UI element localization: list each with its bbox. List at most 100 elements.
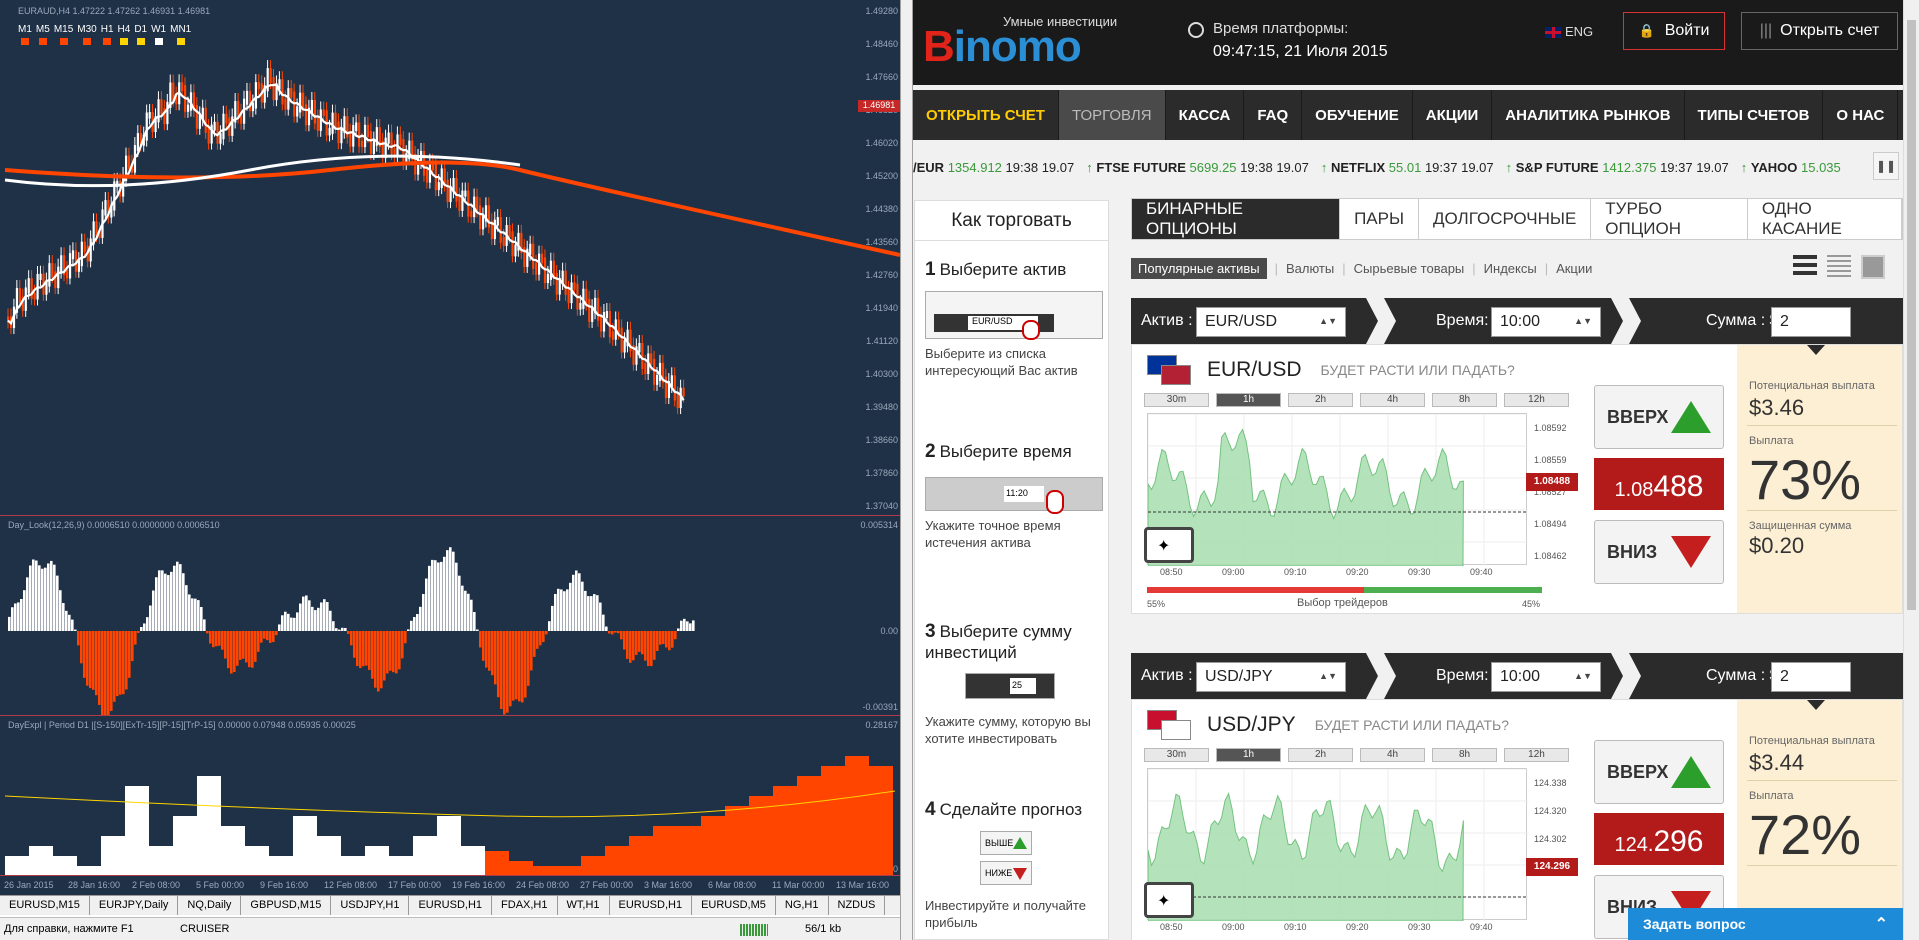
chart-x-label: 09:20 [1346, 567, 1369, 577]
ask-question-chat[interactable]: Задать вопрос ⌃ [1628, 908, 1903, 940]
timeframe-button[interactable]: 30m [1144, 393, 1209, 407]
histogram-bar [533, 631, 536, 657]
symbol-tab[interactable]: EURUSD,M15 [0, 896, 90, 915]
sum-input[interactable]: 2 [1771, 307, 1851, 337]
scrollbar-thumb[interactable] [1907, 20, 1916, 610]
nav-item[interactable]: АКЦИИ [1413, 90, 1493, 140]
nav-item[interactable]: АНАЛИТИКА РЫНКОВ [1492, 90, 1685, 140]
timeframe-button[interactable]: 1h [1216, 748, 1281, 762]
timeframe-button[interactable]: 8h [1432, 393, 1497, 407]
nav-item[interactable]: FAQ [1244, 90, 1303, 140]
auto-trade-button[interactable]: ✦ [1144, 882, 1194, 918]
time-select[interactable]: 10:00 ▲▼ [1491, 307, 1601, 337]
nav-item[interactable]: ТОРГОВЛЯ [1058, 90, 1166, 140]
timeframe-m5: M5 [36, 24, 50, 45]
call-button[interactable]: ВВЕРХ [1594, 385, 1724, 449]
subtab-separator: | [1472, 261, 1476, 276]
asset-mini-chart[interactable] [1147, 413, 1528, 567]
list-view-icon[interactable] [1793, 255, 1817, 279]
timeframe-button[interactable]: 12h [1504, 748, 1569, 762]
grid-view-icon[interactable] [1861, 255, 1885, 279]
histogram-bar [428, 565, 431, 631]
window-splitter[interactable] [900, 0, 913, 940]
subtab-separator: | [1274, 261, 1278, 276]
symbol-tab[interactable]: WT,H1 [558, 896, 610, 915]
asset-category-tab[interactable]: Акции [1556, 261, 1593, 276]
time-select[interactable]: 10:00 ▲▼ [1491, 662, 1601, 692]
candle-body [558, 277, 561, 295]
step-2-desc: Укажите точное время истечения актива [925, 518, 1061, 550]
compact-view-icon[interactable] [1827, 255, 1851, 279]
price-pane[interactable]: EURAUD,H4 1.47222 1.47262 1.46931 1.4698… [0, 0, 900, 515]
put-button[interactable]: ВНИЗ [1594, 520, 1724, 584]
price-chart-area[interactable]: EURAUD,H4 1.47222 1.47262 1.46931 1.4698… [0, 0, 900, 895]
macd-pane[interactable]: Day_Look(12,26,9) 0.0006510 0.0000000 0.… [0, 515, 900, 715]
auto-trade-button[interactable]: ✦ [1144, 527, 1194, 563]
symbol-tab[interactable]: FDAX,H1 [492, 896, 558, 915]
symbol-tab[interactable]: NG,H1 [776, 896, 829, 915]
option-tab[interactable]: ДОЛГОСРОЧНЫЕ [1419, 199, 1592, 239]
histogram-bar [338, 629, 341, 631]
nav-item[interactable]: О НАС [1823, 90, 1899, 140]
asset-category-tab[interactable]: Валюты [1285, 261, 1335, 276]
histogram-bar [221, 631, 224, 650]
timeframe-button[interactable]: 12h [1504, 393, 1569, 407]
candle-body [452, 178, 455, 193]
option-tab[interactable]: ПАРЫ [1340, 199, 1420, 239]
symbol-tab[interactable]: NQ,Daily [178, 896, 242, 915]
symbol-tab[interactable]: EURUSD,H1 [610, 896, 693, 915]
ticker-pause-button[interactable]: ❚❚ [1873, 152, 1899, 180]
timeframe-button[interactable]: 4h [1360, 748, 1425, 762]
nav-item[interactable]: КАССА [1166, 90, 1245, 140]
price-big: 488 [1653, 470, 1704, 503]
dayexpl-bar [245, 846, 269, 875]
asset-mini-chart[interactable] [1147, 768, 1528, 922]
page-scrollbar[interactable] [1903, 0, 1919, 940]
dayexpl-bar [533, 866, 557, 875]
payout-panel: Потенциальная выплата $3.44 Выплата 72% [1737, 700, 1902, 940]
symbol-tab[interactable]: NZDUS [829, 896, 886, 915]
candle-body [487, 205, 491, 228]
timeframe-button[interactable]: 2h [1288, 393, 1353, 407]
nav-item[interactable]: ОТКРЫТЬ СЧЕТ [913, 90, 1059, 140]
call-button[interactable]: ВВЕРХ [1594, 740, 1724, 804]
nav-item[interactable]: ТИПЫ СЧЕТОВ [1685, 90, 1824, 140]
option-tab[interactable]: БИНАРНЫЕ ОПЦИОНЫ [1132, 199, 1341, 239]
asset-select[interactable]: EUR/USD ▲▼ [1196, 307, 1346, 337]
symbol-tabs[interactable]: EURUSD,M15 EURJPY,Daily NQ,Daily GBPUSD,M15… [0, 895, 900, 915]
login-button[interactable]: 🔒 Войти [1623, 12, 1725, 50]
timeframe-button[interactable]: 8h [1432, 748, 1497, 762]
symbol-tab[interactable]: EURJPY,Daily [90, 896, 179, 915]
timeframe-button[interactable]: 4h [1360, 393, 1425, 407]
option-tab[interactable]: ОДНО КАСАНИЕ [1748, 199, 1902, 239]
candle-body [192, 92, 196, 112]
price-axis-label: 1.49280 [865, 6, 898, 16]
language-switch[interactable]: ENG [1545, 24, 1593, 39]
candle-body [45, 280, 48, 295]
asset-select[interactable]: USD/JPY ▲▼ [1196, 662, 1346, 692]
nav-item[interactable]: ОБУЧЕНИЕ [1302, 90, 1413, 140]
binomo-logo[interactable]: Binomo [923, 22, 1082, 71]
symbol-tab[interactable]: EURUSD,H1 [409, 896, 493, 915]
timeframe-button[interactable]: 30m [1144, 748, 1209, 762]
option-tab[interactable]: ТУРБО ОПЦИОН [1591, 199, 1748, 239]
symbol-tab[interactable]: EURUSD,M5 [692, 896, 776, 915]
symbol-tab[interactable]: USDJPY,H1 [331, 896, 410, 915]
histogram-bar [107, 631, 110, 715]
histogram-bar [671, 631, 674, 648]
timeframe-button[interactable]: 1h [1216, 393, 1281, 407]
open-account-button[interactable]: ||| Открыть счет [1741, 12, 1898, 50]
symbol-tab[interactable]: GBPUSD,M15 [241, 896, 332, 915]
step-1-number: 1 [925, 259, 936, 280]
price-tag: 1.08488 [1526, 473, 1578, 491]
histogram-bar [128, 631, 131, 678]
price-axis-label: 1.44380 [865, 204, 898, 214]
candle-body [74, 250, 78, 272]
timeframe-h4: H4 [118, 24, 130, 45]
sum-input[interactable]: 2 [1771, 662, 1851, 692]
dayexpl-pane[interactable]: DayExpl | Period D1 |[S-150][ExTr-15][P-… [0, 715, 900, 875]
asset-category-tab[interactable]: Индексы [1483, 261, 1537, 276]
asset-category-tab[interactable]: Популярные активы [1131, 258, 1267, 279]
asset-category-tab[interactable]: Сырьевые товары [1353, 261, 1465, 276]
timeframe-button[interactable]: 2h [1288, 748, 1353, 762]
